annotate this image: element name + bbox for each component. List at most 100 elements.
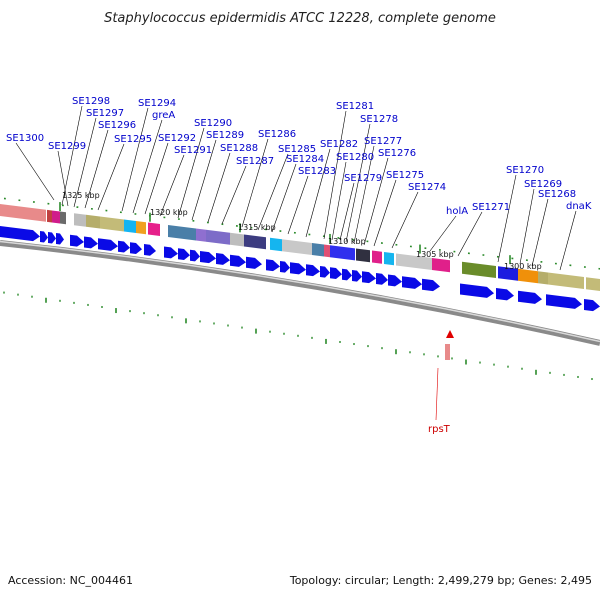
- leader-line: [287, 175, 309, 235]
- gene-label-se1292: SE1292: [158, 133, 196, 144]
- gene-block: [498, 266, 518, 281]
- feature-block: [445, 344, 450, 360]
- gene-arrow: [352, 270, 362, 282]
- leader-line: [221, 165, 247, 225]
- gene-label-se1289: SE1289: [206, 130, 244, 141]
- gene-arrow: [70, 234, 84, 247]
- gene-block: [372, 250, 382, 264]
- gene-arrow: [330, 267, 342, 279]
- gene-arrow: [98, 238, 118, 251]
- gene-arrow: [290, 262, 306, 275]
- feature-leader: [435, 367, 439, 421]
- gene-arrow: [362, 271, 376, 284]
- leader-line: [159, 154, 185, 217]
- gene-label-se1276: SE1276: [378, 148, 416, 159]
- gene-label-se1290: SE1290: [194, 118, 232, 129]
- backbone-highlight: [0, 240, 600, 343]
- gene-label-se1280: SE1280: [336, 152, 374, 163]
- leader-line: [331, 161, 347, 241]
- gene-arrow-track: [0, 226, 600, 312]
- gene-label-se1297: SE1297: [86, 108, 124, 119]
- leader-line: [373, 179, 397, 247]
- gene-label-hola: holA: [446, 206, 468, 217]
- leader-line: [363, 157, 389, 246]
- gene-label-se1286: SE1286: [258, 129, 296, 140]
- gene-label-se1282: SE1282: [320, 139, 358, 150]
- gene-arrow: [40, 231, 48, 243]
- leader-line: [271, 163, 297, 233]
- gene-arrow: [164, 246, 178, 259]
- gene-block: [60, 211, 66, 225]
- gene-block: [230, 232, 244, 247]
- scale-label: 1320 kbp: [150, 208, 188, 217]
- gene-block: [396, 253, 432, 270]
- scale-labels: 1325 kbp 1320 kbp 1315 kbp 1310 kbp 1305 kbp…: [62, 191, 542, 271]
- leader-line: [257, 153, 289, 231]
- leader-line: [519, 188, 535, 265]
- leader-line: [97, 143, 125, 211]
- gene-block: [168, 225, 196, 241]
- gene-label-dnak: dnaK: [566, 201, 592, 212]
- gene-label-se1269: SE1269: [524, 179, 562, 190]
- leader-line: [207, 152, 231, 223]
- gene-label-se1296: SE1296: [98, 120, 136, 131]
- gene-block: [270, 237, 282, 252]
- gene-label-se1274: SE1274: [408, 182, 446, 193]
- gene-label-se1277: SE1277: [364, 136, 402, 147]
- gene-arrow: [178, 248, 190, 260]
- leader-line: [391, 191, 419, 249]
- leader-line: [559, 210, 577, 271]
- gene-label-se1275: SE1275: [386, 170, 424, 181]
- gene-block: [52, 210, 60, 224]
- gene-arrow: [216, 253, 230, 265]
- gene-arrow: [376, 273, 388, 285]
- leader-line: [84, 129, 109, 209]
- gene-arrow: [230, 254, 246, 267]
- gene-arrow: [280, 261, 290, 273]
- leader-line: [305, 148, 331, 238]
- gene-arrow: [422, 278, 440, 292]
- gene-block: [124, 219, 136, 233]
- accession-text: Accession: NC_004461: [8, 574, 134, 587]
- leader-line: [497, 174, 517, 263]
- leader-line: [144, 142, 169, 215]
- scale-label: 1300 kbp: [504, 262, 542, 271]
- gene-label-se1283: SE1283: [298, 166, 336, 177]
- gene-arrow: [402, 276, 422, 289]
- gene-label-se1294: SE1294: [138, 98, 176, 109]
- gene-label-se1298: SE1298: [72, 96, 110, 107]
- gene-arrow: [0, 226, 40, 242]
- topology-text: Topology: circular; Length: 2,499,279 bp…: [289, 574, 592, 587]
- gene-block: [47, 209, 52, 223]
- gene-label-se1271: SE1271: [472, 202, 510, 213]
- gene-arrow: [246, 256, 262, 269]
- gene-label-se1291: SE1291: [174, 145, 212, 156]
- gene-block-track: [0, 204, 600, 291]
- gene-label-se1299: SE1299: [48, 141, 86, 152]
- gene-arrow: [48, 232, 56, 244]
- feature-pointer: [446, 330, 454, 338]
- gene-arrow: [388, 274, 402, 287]
- gene-block: [432, 258, 450, 273]
- gene-block: [548, 272, 584, 289]
- gene-block: [0, 204, 46, 222]
- label-leader-lines: [15, 105, 577, 271]
- feature-annotation: rpsT: [428, 330, 454, 435]
- gene-block: [74, 213, 86, 227]
- gene-block: [330, 245, 355, 261]
- gene-block: [538, 271, 548, 285]
- gene-arrow: [342, 268, 352, 281]
- leader-line: [345, 123, 371, 243]
- gene-label-se1270: SE1270: [506, 165, 544, 176]
- gene-block: [206, 229, 230, 245]
- gene-arrow: [266, 259, 280, 272]
- gene-block: [312, 243, 324, 257]
- gene-arrow: [460, 283, 494, 298]
- gene-block: [100, 216, 124, 232]
- gene-arrow: [496, 288, 514, 301]
- scale-label: 1305 kbp: [416, 250, 454, 259]
- gene-label-se1300: SE1300: [6, 133, 44, 144]
- gene-block: [324, 244, 330, 258]
- gene-arrow: [190, 249, 200, 262]
